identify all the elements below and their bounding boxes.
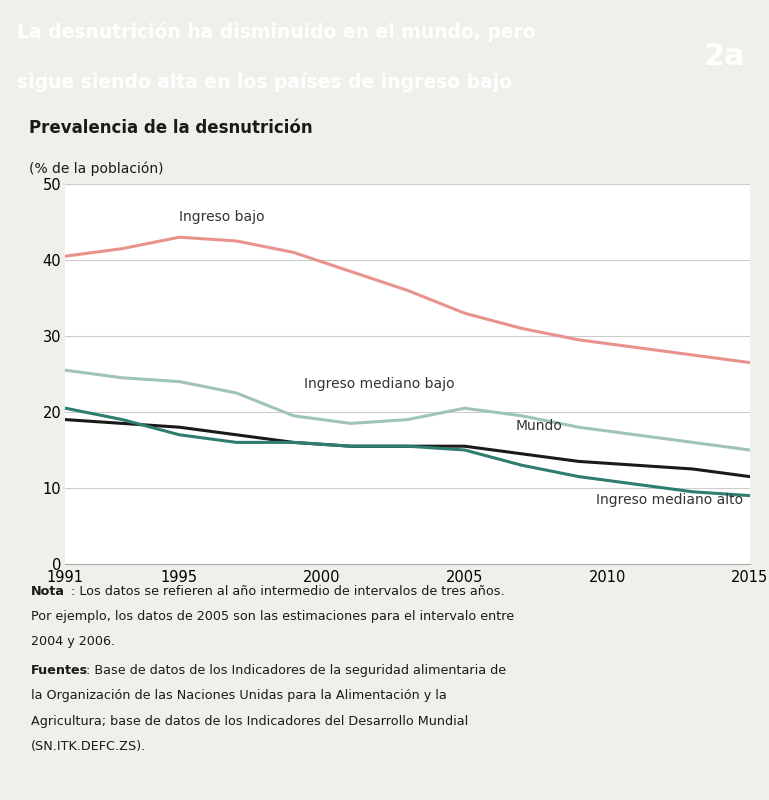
Text: 2a: 2a — [704, 42, 746, 71]
Text: Fuentes: Fuentes — [31, 664, 88, 677]
Text: 2004 y 2006.: 2004 y 2006. — [31, 635, 115, 648]
Text: Por ejemplo, los datos de 2005 son las estimaciones para el intervalo entre: Por ejemplo, los datos de 2005 son las e… — [31, 610, 514, 623]
Text: La desnutrición ha disminuido en el mundo, pero: La desnutrición ha disminuido en el mund… — [17, 22, 536, 42]
Text: Ingreso bajo: Ingreso bajo — [179, 210, 265, 223]
Text: : Los datos se refieren al año intermedio de intervalos de tres años.: : Los datos se refieren al año intermedi… — [71, 585, 504, 598]
Text: la Organización de las Naciones Unidas para la Alimentación y la: la Organización de las Naciones Unidas p… — [31, 690, 447, 702]
Text: (SN.ITK.DEFC.ZS).: (SN.ITK.DEFC.ZS). — [31, 740, 146, 753]
Text: Ingreso mediano alto: Ingreso mediano alto — [597, 493, 744, 507]
Text: Mundo: Mundo — [516, 419, 563, 434]
Text: Nota: Nota — [31, 585, 65, 598]
Text: sigue siendo alta en los países de ingreso bajo: sigue siendo alta en los países de ingre… — [17, 72, 512, 91]
Text: Ingreso mediano bajo: Ingreso mediano bajo — [304, 377, 454, 390]
Text: (% de la población): (% de la población) — [29, 162, 164, 176]
Text: Prevalencia de la desnutrición: Prevalencia de la desnutrición — [29, 118, 313, 137]
Text: Agricultura; base de datos de los Indicadores del Desarrollo Mundial: Agricultura; base de datos de los Indica… — [31, 714, 468, 728]
Text: : Base de datos de los Indicadores de la seguridad alimentaria de: : Base de datos de los Indicadores de la… — [86, 664, 506, 677]
